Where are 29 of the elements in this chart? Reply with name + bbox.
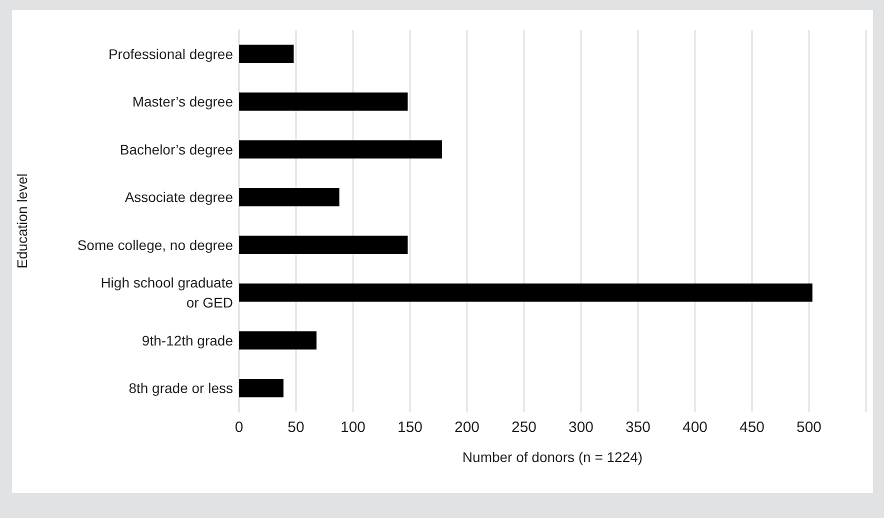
x-tick-label: 150 <box>397 419 423 436</box>
x-tick-label: 200 <box>454 419 480 436</box>
y-axis-title: Education level <box>14 174 30 268</box>
y-tick-label: Bachelor’s degree <box>120 141 234 158</box>
x-tick-label: 250 <box>511 419 537 436</box>
bar <box>239 236 408 254</box>
x-tick-label: 450 <box>739 419 765 436</box>
x-axis-title: Number of donors (n = 1224) <box>462 449 643 465</box>
x-tick-label: 300 <box>568 419 594 436</box>
x-tick-label: 400 <box>682 419 708 436</box>
bar <box>239 92 408 111</box>
y-tick-label: Professional degree <box>108 46 234 62</box>
x-tick-label: 350 <box>625 419 651 436</box>
x-tick-label: 100 <box>340 419 366 436</box>
x-tick-label: 50 <box>288 419 304 436</box>
x-tick-label: 0 <box>234 419 244 436</box>
bar <box>239 188 340 206</box>
y-tick-label: Associate degree <box>124 189 234 206</box>
bar <box>239 284 812 302</box>
y-tick-label: Master’s degree <box>132 94 234 110</box>
bar <box>239 379 284 398</box>
y-tick-label: Some college, no degree <box>77 236 234 253</box>
x-tick-label: 500 <box>796 419 822 436</box>
bar <box>239 140 442 158</box>
y-tick-label: 8th grade or less <box>128 380 233 396</box>
bar <box>239 44 294 63</box>
y-tick-label: 9th-12th grade <box>142 332 234 348</box>
bar <box>239 331 317 350</box>
y-tick-label: High school graduate or GED <box>100 274 234 311</box>
